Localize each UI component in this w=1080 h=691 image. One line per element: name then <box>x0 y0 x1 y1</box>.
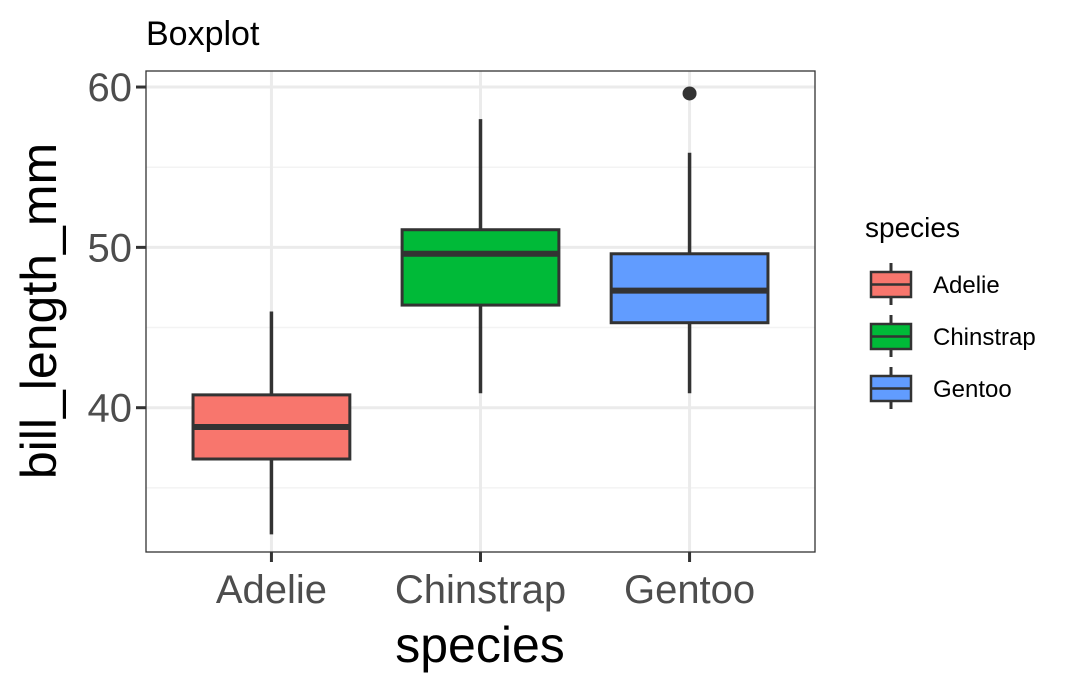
legend-label: Gentoo <box>933 376 1012 403</box>
axis-layer: 40 50 60 Adelie Chinstrap Gentoo <box>88 66 756 612</box>
legend: species Adelie Chinstrap Gentoo <box>865 212 1036 409</box>
legend-label: Adelie <box>933 272 1000 299</box>
x-tick-label: Gentoo <box>624 568 755 612</box>
x-tick-label: Chinstrap <box>395 568 566 612</box>
box-chinstrap <box>400 228 561 307</box>
chart-title: Boxplot <box>146 15 260 53</box>
legend-title: species <box>865 212 960 243</box>
x-tick-label: Adelie <box>216 568 327 612</box>
y-tick-label: 60 <box>88 66 133 110</box>
box-layer <box>191 86 770 535</box>
y-tick-label: 40 <box>88 387 133 431</box>
x-axis-title: species <box>395 617 565 673</box>
legend-label: Chinstrap <box>933 324 1036 351</box>
outlier-point <box>682 86 697 101</box>
y-axis-title: bill_length_mm <box>11 143 67 479</box>
y-tick-label: 50 <box>88 226 133 270</box>
